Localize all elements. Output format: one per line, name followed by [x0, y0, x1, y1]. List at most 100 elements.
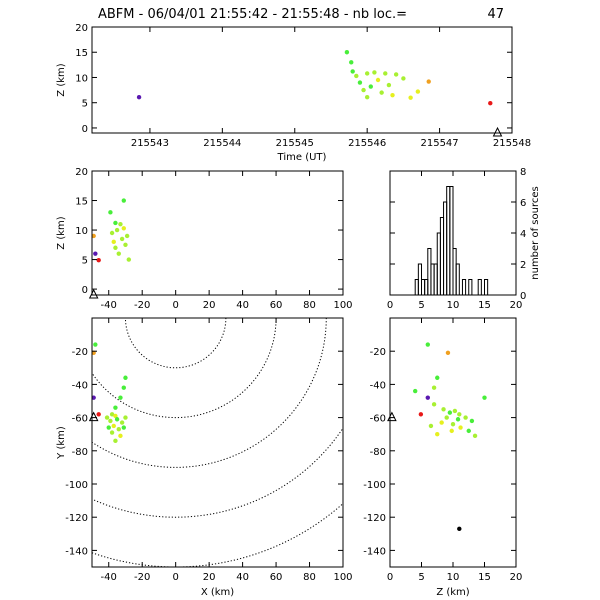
y-tick-label: -140 — [65, 546, 88, 557]
data-point — [350, 69, 355, 74]
panel-time-height: 215543 215544 215545 215546 215547 215548 0 5 10… — [56, 23, 531, 163]
data-point — [441, 407, 446, 412]
x-tick-label: -20 — [134, 300, 150, 311]
x-tick-label: 5 — [418, 572, 424, 583]
data-point — [425, 395, 430, 400]
y-tick-label: 0 — [520, 291, 526, 302]
plot-frame — [91, 26, 513, 134]
y-tick-label: -100 — [65, 480, 88, 491]
y-tick-label: -60 — [370, 414, 386, 425]
data-point — [452, 408, 458, 414]
data-point — [121, 226, 126, 231]
y-tick-label: 5 — [82, 99, 88, 110]
data-point — [118, 395, 123, 400]
data-point — [457, 412, 462, 417]
data-point — [447, 410, 453, 415]
data-point — [458, 425, 463, 430]
data-point — [92, 395, 96, 400]
data-point — [114, 227, 120, 233]
data-points — [92, 198, 132, 263]
title-text: ABFM - 06/04/01 21:55:42 - 21:55:48 - nb… — [98, 7, 407, 22]
y-tick-label: 10 — [75, 73, 88, 84]
x-tick-label: 15 — [478, 300, 491, 311]
x-tick-label: 100 — [333, 572, 352, 583]
data-point — [426, 79, 431, 84]
x-tick-label: 40 — [236, 300, 249, 311]
plot-frame — [91, 317, 344, 568]
y-tick-label: -60 — [72, 414, 88, 425]
station-marker — [387, 411, 397, 422]
panel-xy: -40 -20 0 20 40 60 80 100 -20 -40 -60 -80 -100 -120 -1… — [56, 317, 353, 598]
y-axis-label: Y (km) — [56, 426, 67, 460]
y-tick-label: -100 — [363, 480, 386, 491]
data-point — [124, 233, 130, 239]
x-tick-label: -20 — [134, 572, 150, 583]
data-point — [114, 417, 120, 422]
data-point — [349, 60, 354, 65]
data-point — [455, 417, 461, 422]
data-point — [109, 430, 115, 435]
x-tick-label: 15 — [478, 572, 491, 583]
data-point — [415, 89, 421, 94]
title-count: 47 — [487, 7, 504, 22]
x-tick-label: 20 — [203, 572, 216, 583]
data-point — [386, 82, 392, 88]
histogram-bar — [455, 263, 460, 296]
data-point — [108, 418, 113, 424]
data-point — [92, 350, 96, 356]
histogram-bars — [390, 186, 516, 296]
data-point — [401, 76, 406, 81]
data-point — [113, 438, 118, 444]
x-tick-label: -40 — [101, 300, 117, 311]
y-tick-label: -40 — [72, 380, 88, 391]
y-tick-label: 10 — [75, 226, 88, 237]
data-point — [466, 428, 471, 434]
data-point — [113, 245, 118, 250]
y-tick-label: 4 — [520, 229, 526, 240]
data-point — [121, 385, 126, 390]
y-tick-label: 0 — [82, 285, 88, 296]
data-point — [425, 342, 430, 347]
data-point — [431, 402, 437, 407]
x-tick-label: 20 — [203, 300, 216, 311]
x-tick-label: 10 — [447, 572, 460, 583]
x-tick-label: 60 — [270, 572, 283, 583]
x-tick-label: 10 — [447, 300, 460, 311]
y-tick-label: 20 — [75, 23, 88, 34]
data-point — [109, 230, 115, 236]
data-point — [344, 50, 350, 55]
data-point — [106, 425, 111, 430]
data-point — [118, 221, 123, 227]
station-marker — [88, 288, 99, 299]
data-point — [108, 210, 113, 215]
data-point — [123, 415, 128, 420]
data-point — [354, 73, 359, 79]
data-point — [413, 388, 418, 394]
data-point — [93, 342, 98, 347]
x-tick-label: 215546 — [348, 138, 386, 149]
y-tick-label: -80 — [370, 447, 386, 458]
plot-frame — [389, 317, 517, 568]
data-point — [364, 71, 370, 76]
y-tick-label: 0 — [82, 124, 88, 135]
y-axis-label: number of sources — [530, 186, 541, 279]
data-point — [482, 395, 487, 400]
data-point — [435, 432, 440, 437]
y-axis-label: Z (km) — [56, 216, 67, 249]
y-tick-label: 2 — [520, 260, 526, 271]
data-point — [119, 236, 125, 242]
data-points — [413, 342, 487, 532]
y-tick-label: 8 — [520, 167, 526, 178]
x-tick-label: 215548 — [493, 138, 531, 149]
x-tick-label: 0 — [387, 572, 393, 583]
data-point — [393, 72, 399, 77]
x-axis-label: Z (km) — [436, 587, 469, 598]
x-tick-label: 20 — [510, 572, 523, 583]
data-point — [111, 239, 116, 245]
data-point — [121, 198, 126, 203]
y-tick-label: -140 — [363, 546, 386, 557]
data-point — [119, 420, 125, 425]
